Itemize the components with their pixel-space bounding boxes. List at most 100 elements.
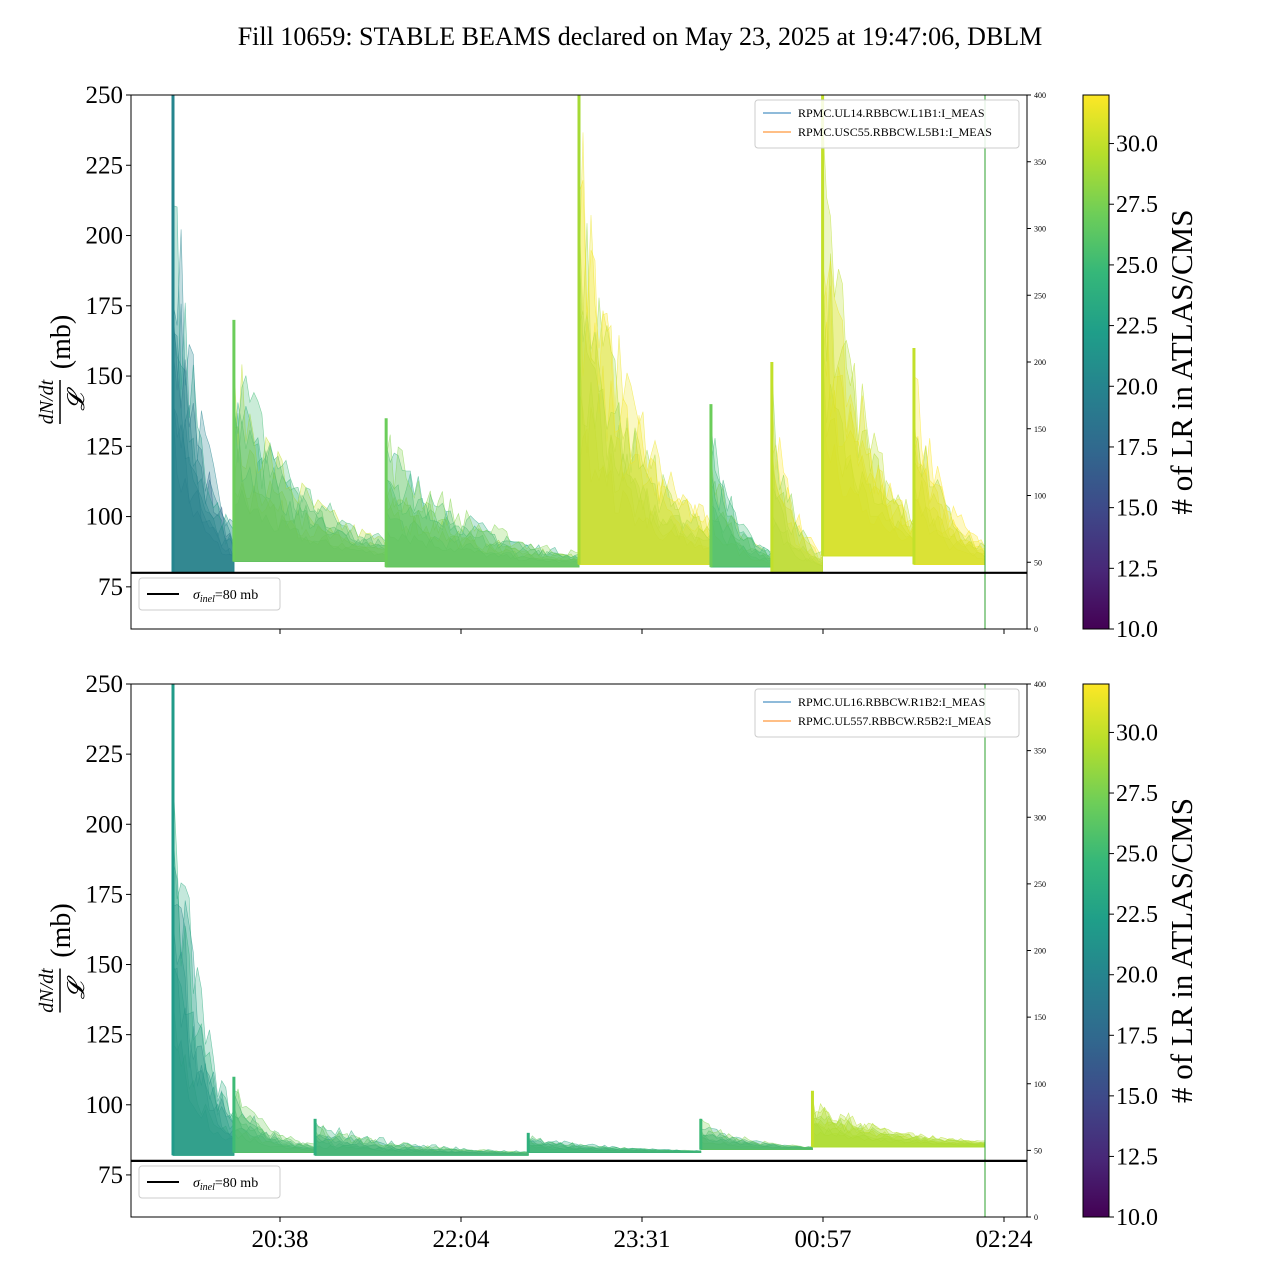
y2-tick-label: 0 — [1034, 1213, 1038, 1222]
colorbar — [1082, 94, 1110, 630]
trace-segment-1 — [232, 319, 387, 562]
data-trace — [822, 261, 915, 557]
data-trace — [314, 1119, 529, 1156]
bottom-panel: 75 100 125 150 175 200 225 250 0 50 100 150 200 250 30… — [36, 671, 1199, 1253]
colorbar-tick-label: 27.5 — [1116, 192, 1158, 218]
data-trace — [385, 491, 580, 568]
colorbar-tick-label: 15.0 — [1116, 496, 1158, 522]
data-trace — [385, 478, 580, 568]
colorbar-tick-label: 20.0 — [1116, 963, 1158, 989]
data-trace — [812, 1119, 986, 1148]
y2-tick-label: 50 — [1034, 558, 1042, 567]
trace-segment-2 — [313, 1118, 529, 1156]
trace-segment-4 — [699, 1118, 813, 1150]
data-trace — [385, 444, 580, 568]
y2-tick-label: 300 — [1034, 225, 1046, 234]
colorbar-tick-label: 12.5 — [1116, 1144, 1158, 1170]
y2-tick-label: 350 — [1034, 158, 1046, 167]
trace-segment-0 — [171, 95, 235, 574]
colorbar-tick-label: 12.5 — [1116, 556, 1158, 582]
data-trace — [233, 481, 387, 562]
colorbar-tick-label: 30.0 — [1116, 132, 1158, 158]
sigma-legend-label: σinel=80 mb — [193, 588, 258, 605]
y-tick-label: 225 — [86, 741, 124, 768]
data-trace — [822, 408, 915, 557]
trace-segment-6 — [821, 95, 915, 557]
colorbar-label: # of LR in ATLAS/CMS — [1164, 210, 1199, 515]
y2-tick-label: 200 — [1034, 947, 1046, 956]
data-trace — [812, 1130, 986, 1148]
y-tick-label: 125 — [86, 433, 124, 460]
y2-tick-label: 150 — [1034, 1013, 1046, 1022]
data-trace — [700, 1118, 813, 1150]
sigma-legend-box — [138, 577, 281, 611]
y2-tick-label: 0 — [1034, 625, 1038, 634]
data-trace — [913, 375, 986, 565]
data-trace — [233, 426, 387, 562]
ylabel-numerator: dN/dt — [36, 379, 58, 424]
data-trace — [233, 1088, 316, 1153]
data-trace — [822, 114, 915, 557]
legend-entry: RPMC.UL557.RBBCW.R5B2:I_MEAS — [798, 714, 991, 728]
series-legend-box — [754, 99, 1020, 149]
data-trace — [233, 1089, 316, 1153]
y-tick-label: 175 — [86, 881, 124, 908]
data-trace — [233, 1129, 316, 1153]
y-tick-label: 250 — [86, 82, 124, 109]
y-tick-label: 100 — [86, 504, 124, 531]
colorbar-tick-label: 22.5 — [1116, 902, 1158, 928]
sigma-value: =80 mb — [215, 1176, 258, 1191]
legend-entry: RPMC.USC55.RBBCW.L5B1:I_MEAS — [798, 125, 992, 139]
data-trace — [528, 1138, 702, 1153]
data-trace — [812, 1115, 986, 1148]
data-trace — [913, 498, 986, 565]
y2-tick-label: 100 — [1034, 492, 1046, 501]
data-trace — [700, 1137, 813, 1150]
ylabel-denominator: 𝓛 — [64, 387, 90, 411]
data-trace — [812, 1122, 986, 1148]
x-tick-label: 22:04 — [433, 1226, 490, 1253]
data-trace — [771, 367, 823, 574]
sigma-legend-label: σinel=80 mb — [193, 1176, 258, 1193]
data-trace — [233, 386, 387, 562]
sigma-subscript: inel — [200, 1182, 215, 1193]
colorbar-tick-label: 27.5 — [1116, 781, 1158, 807]
trace-segment-5 — [810, 1090, 986, 1148]
sigma-symbol: σ — [193, 588, 201, 603]
y2-tick-label: 400 — [1034, 91, 1046, 100]
data-trace — [812, 1106, 986, 1148]
data-trace — [913, 433, 986, 565]
data-trace — [385, 529, 580, 568]
trace-segment-3 — [526, 1132, 702, 1153]
legend-entry: RPMC.UL14.RBBCW.L1B1:I_MEAS — [798, 106, 985, 120]
x-tick-label: 00:57 — [795, 1226, 852, 1253]
ylabel-unit: (mb) — [46, 903, 77, 957]
data-trace — [233, 488, 387, 562]
top-panel: 75 100 125 150 175 200 225 250 0 50 100 150 200 250 30… — [36, 82, 1199, 643]
y-tick-label: 225 — [86, 152, 124, 179]
y2-tick-label: 200 — [1034, 358, 1046, 367]
data-trace — [385, 510, 580, 568]
sigma-subscript: inel — [200, 594, 215, 605]
y2-tick-label: 400 — [1034, 680, 1046, 689]
data-trace — [233, 1105, 316, 1153]
data-trace — [314, 1124, 529, 1156]
colorbar-tick-label: 25.0 — [1116, 842, 1158, 868]
data-trace — [172, 829, 235, 1156]
colorbar-tick-label: 25.0 — [1116, 253, 1158, 279]
colorbar-tick-label: 17.5 — [1116, 435, 1158, 461]
sigma-value: =80 mb — [215, 588, 258, 603]
trace-segment-4 — [709, 404, 773, 568]
ylabel-denominator: 𝓛 — [64, 975, 90, 999]
y2-tick-label: 350 — [1034, 747, 1046, 756]
data-trace — [385, 486, 580, 568]
data-trace — [233, 375, 387, 562]
colorbar — [1082, 683, 1110, 1218]
sigma-legend-box — [138, 1165, 281, 1199]
y-tick-label: 125 — [86, 1022, 124, 1049]
y-tick-label: 250 — [86, 671, 124, 698]
y-tick-label: 100 — [86, 1092, 124, 1119]
data-trace — [578, 268, 712, 565]
colorbar-tick-label: 15.0 — [1116, 1084, 1158, 1110]
